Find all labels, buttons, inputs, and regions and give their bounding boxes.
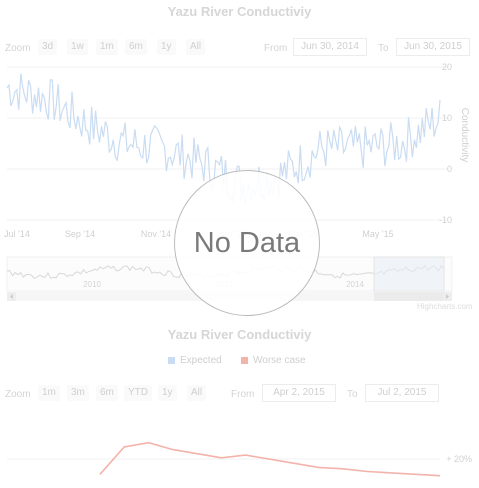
- chart1-y-tick-label: 10: [442, 113, 452, 123]
- legend-item-expected[interactable]: Expected: [168, 355, 222, 366]
- chart2-zoom-all-button[interactable]: All: [187, 385, 207, 401]
- highcharts-credit-link[interactable]: Highcharts.com: [417, 302, 473, 311]
- chart2-zoom-1y-button[interactable]: 1y: [158, 385, 177, 401]
- chart1-y-axis-title: Conductivity: [459, 108, 470, 162]
- chart1-range-selector: Zoom 3d 1w 1m 6m 1y All From Jun 30, 201…: [0, 38, 479, 59]
- chart2-y-tick-label: + 20%: [446, 454, 472, 464]
- chart1-zoom-1w-button[interactable]: 1w: [67, 39, 88, 55]
- chart1-to-date-input[interactable]: Jun 30, 2015: [396, 38, 470, 56]
- chart1-to-label: To: [378, 43, 389, 54]
- chart1-x-tick-label: May '15: [362, 229, 393, 239]
- chevron-left-icon: [10, 294, 13, 299]
- chart1-x-tick-label: Jul '14: [4, 229, 30, 239]
- legend-item-worse-case[interactable]: Worse case: [241, 355, 306, 366]
- chart2-to-label: To: [347, 389, 358, 400]
- no-data-message: No Data: [193, 226, 301, 259]
- chart1-title: Yazu River Conductiviy: [167, 4, 312, 19]
- chart1-zoom-label: Zoom: [5, 43, 31, 54]
- chart1-from-date-input[interactable]: Jun 30, 2014: [293, 38, 367, 56]
- chart1-y-tick-label: 20: [442, 62, 452, 72]
- chart2-from-date-input[interactable]: Apr 2, 2015: [262, 384, 336, 402]
- chart1-zoom-1m-button[interactable]: 1m: [96, 39, 118, 55]
- legend-label-expected: Expected: [180, 355, 222, 366]
- chart1-zoom-6m-button[interactable]: 6m: [125, 39, 147, 55]
- legend-label-worse-case: Worse case: [253, 355, 306, 366]
- chart2-title: Yazu River Conductiviy: [167, 327, 312, 342]
- chart1-zoom-all-button[interactable]: All: [186, 39, 206, 55]
- legend-swatch-icon: [241, 357, 248, 364]
- chart1-x-tick-label: Nov '14: [141, 229, 171, 239]
- chart1-navigator-label: 2010: [83, 280, 101, 289]
- chart2-zoom-6m-button[interactable]: 6m: [96, 385, 118, 401]
- chart1-zoom-1y-button[interactable]: 1y: [157, 39, 176, 55]
- chart2-from-label: From: [231, 389, 255, 400]
- chart2-range-selector: Zoom 1m 3m 6m YTD 1y All From Apr 2, 201…: [0, 384, 479, 405]
- chart1-zoom-3d-button[interactable]: 3d: [38, 39, 58, 55]
- chart2-zoom-3m-button[interactable]: 3m: [67, 385, 89, 401]
- chart1-from-label: From: [264, 43, 288, 54]
- chart2-zoom-1m-button[interactable]: 1m: [38, 385, 60, 401]
- chart2-legend: Expected Worse case: [0, 355, 479, 369]
- legend-swatch-icon: [168, 357, 175, 364]
- chart1-x-tick-label: Sep '14: [65, 229, 95, 239]
- chart1-y-tick-label: 0: [447, 164, 452, 174]
- chart2-series-worse-case: [99, 441, 441, 477]
- chart2-to-date-input[interactable]: Jul 2, 2015: [365, 384, 439, 402]
- chart2-zoom-label: Zoom: [5, 389, 31, 400]
- chart1-y-axis: 20 10 0 -10: [439, 62, 452, 225]
- chevron-right-icon: [446, 294, 449, 299]
- chart2-zoom-ytd-button[interactable]: YTD: [124, 385, 152, 401]
- chart1-navigator-selection[interactable]: [373, 256, 445, 292]
- chart1-y-tick-label: -10: [439, 215, 452, 225]
- no-data-overlay: No Data: [174, 170, 320, 316]
- chart1-navigator-label: 2014: [346, 280, 364, 289]
- chart1-scrollbar-thumb[interactable]: [374, 292, 444, 301]
